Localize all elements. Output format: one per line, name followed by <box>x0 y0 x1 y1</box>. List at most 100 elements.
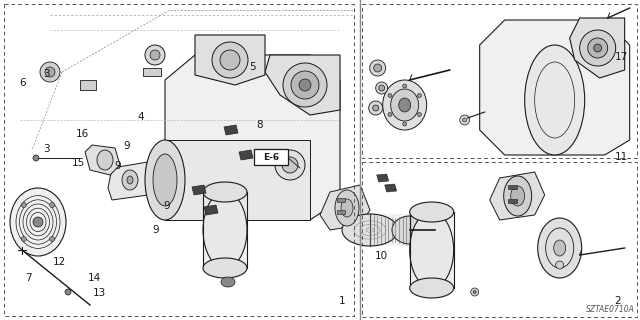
Ellipse shape <box>127 176 133 184</box>
Ellipse shape <box>580 30 616 66</box>
Ellipse shape <box>538 218 582 278</box>
Ellipse shape <box>10 188 66 256</box>
Ellipse shape <box>370 60 386 76</box>
Ellipse shape <box>594 44 602 52</box>
Text: 5: 5 <box>250 62 256 72</box>
Ellipse shape <box>221 277 235 287</box>
Ellipse shape <box>383 80 427 130</box>
Ellipse shape <box>588 38 608 58</box>
Bar <box>410 212 454 288</box>
Polygon shape <box>239 150 253 160</box>
Polygon shape <box>192 185 206 195</box>
Circle shape <box>388 113 392 116</box>
Circle shape <box>473 291 476 293</box>
Circle shape <box>403 84 406 88</box>
Bar <box>508 185 516 189</box>
Ellipse shape <box>299 79 311 91</box>
Text: E-6: E-6 <box>263 153 279 162</box>
Ellipse shape <box>97 150 113 170</box>
Ellipse shape <box>45 67 55 77</box>
Ellipse shape <box>145 140 185 220</box>
Text: 3: 3 <box>44 144 50 154</box>
Ellipse shape <box>392 216 428 244</box>
Ellipse shape <box>150 50 160 60</box>
Polygon shape <box>377 174 388 182</box>
Text: 13: 13 <box>93 288 106 298</box>
Bar <box>337 210 345 214</box>
Ellipse shape <box>212 42 248 78</box>
Text: 16: 16 <box>76 129 89 140</box>
Bar <box>80 80 96 90</box>
Circle shape <box>65 289 71 295</box>
Bar <box>508 199 516 203</box>
Bar <box>362 162 637 317</box>
FancyBboxPatch shape <box>254 149 288 165</box>
Ellipse shape <box>410 278 454 298</box>
Polygon shape <box>195 35 265 85</box>
Text: 2: 2 <box>614 296 621 307</box>
Ellipse shape <box>40 62 60 82</box>
Ellipse shape <box>369 101 383 115</box>
Ellipse shape <box>410 212 454 288</box>
Text: 6: 6 <box>19 78 26 88</box>
Polygon shape <box>165 140 310 220</box>
Bar <box>337 198 345 202</box>
Text: 4: 4 <box>138 112 144 122</box>
Circle shape <box>50 236 54 242</box>
Polygon shape <box>480 20 630 155</box>
Text: 14: 14 <box>88 273 101 284</box>
Circle shape <box>21 236 26 242</box>
Polygon shape <box>265 55 340 115</box>
Text: 9: 9 <box>114 161 120 172</box>
Ellipse shape <box>203 258 247 278</box>
Circle shape <box>460 115 470 125</box>
Text: 3: 3 <box>44 69 50 79</box>
Circle shape <box>463 118 467 122</box>
Polygon shape <box>165 55 340 220</box>
Text: 10: 10 <box>374 251 388 261</box>
Circle shape <box>470 288 479 296</box>
Text: SZTAE0710A: SZTAE0710A <box>586 305 635 314</box>
Polygon shape <box>385 184 397 192</box>
Ellipse shape <box>341 199 353 217</box>
Ellipse shape <box>335 190 359 226</box>
Text: 9: 9 <box>123 140 129 151</box>
Bar <box>4 4 354 316</box>
Circle shape <box>33 155 39 161</box>
Ellipse shape <box>291 71 319 99</box>
Ellipse shape <box>220 50 240 70</box>
Ellipse shape <box>33 217 43 227</box>
Polygon shape <box>570 18 625 78</box>
Ellipse shape <box>376 82 388 94</box>
Text: 8: 8 <box>256 120 262 130</box>
Text: 11: 11 <box>614 152 628 162</box>
Bar <box>203 192 247 268</box>
Ellipse shape <box>410 202 454 222</box>
Polygon shape <box>85 145 120 175</box>
Polygon shape <box>108 162 155 200</box>
Ellipse shape <box>203 192 247 268</box>
Circle shape <box>21 203 26 208</box>
Text: 9: 9 <box>163 201 170 212</box>
Ellipse shape <box>122 170 138 190</box>
Ellipse shape <box>145 45 165 65</box>
Text: 7: 7 <box>26 273 32 284</box>
Text: 9: 9 <box>152 225 159 236</box>
Polygon shape <box>490 172 545 220</box>
Ellipse shape <box>504 176 532 216</box>
Bar <box>143 68 161 76</box>
Ellipse shape <box>554 240 566 256</box>
Ellipse shape <box>399 98 411 112</box>
Ellipse shape <box>153 154 177 206</box>
Ellipse shape <box>511 186 525 206</box>
Circle shape <box>403 122 406 126</box>
Text: 12: 12 <box>52 257 66 268</box>
Circle shape <box>556 261 564 269</box>
Ellipse shape <box>283 63 327 107</box>
Ellipse shape <box>525 45 585 155</box>
Polygon shape <box>204 205 218 215</box>
Ellipse shape <box>342 214 398 246</box>
Circle shape <box>388 93 392 98</box>
Ellipse shape <box>379 85 385 91</box>
Circle shape <box>417 93 421 98</box>
